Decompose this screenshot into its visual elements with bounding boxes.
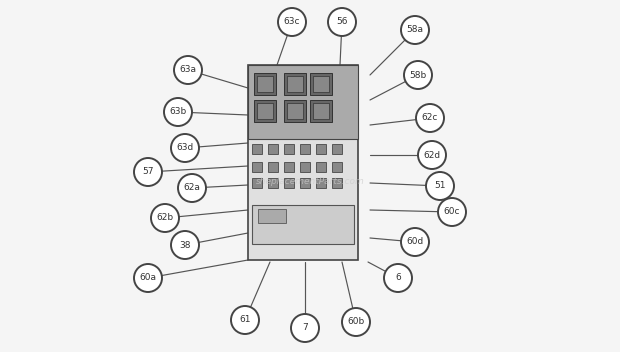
Bar — [248, 65, 358, 139]
Circle shape — [418, 141, 446, 169]
Bar — [316, 162, 326, 172]
Circle shape — [134, 264, 162, 292]
Bar — [300, 162, 310, 172]
Text: 62c: 62c — [422, 113, 438, 122]
Bar — [258, 209, 286, 224]
Bar — [268, 144, 278, 154]
Bar — [300, 144, 310, 154]
Bar — [257, 76, 273, 92]
Text: 63c: 63c — [284, 18, 300, 26]
Bar — [248, 65, 358, 260]
Circle shape — [178, 174, 206, 202]
Bar — [300, 178, 310, 188]
Text: 51: 51 — [434, 182, 446, 190]
Text: 56: 56 — [336, 18, 348, 26]
Circle shape — [174, 56, 202, 84]
Circle shape — [416, 104, 444, 132]
Bar — [268, 162, 278, 172]
Bar — [284, 73, 306, 95]
Circle shape — [401, 228, 429, 256]
Bar — [252, 162, 262, 172]
Circle shape — [164, 98, 192, 126]
Text: 63b: 63b — [169, 107, 187, 117]
Bar — [252, 178, 262, 188]
Text: 63d: 63d — [176, 144, 193, 152]
Bar — [284, 100, 306, 122]
Text: 62d: 62d — [423, 151, 441, 159]
Bar — [284, 162, 294, 172]
Text: 63a: 63a — [180, 65, 197, 75]
Circle shape — [151, 204, 179, 232]
Bar — [257, 103, 273, 119]
Text: 57: 57 — [142, 168, 154, 176]
Circle shape — [401, 16, 429, 44]
Bar — [287, 103, 303, 119]
Bar — [332, 162, 342, 172]
Circle shape — [384, 264, 412, 292]
Text: 60c: 60c — [444, 207, 460, 216]
Bar — [284, 144, 294, 154]
Text: 7: 7 — [302, 323, 308, 333]
Bar — [254, 73, 276, 95]
Text: 58b: 58b — [409, 70, 427, 80]
Circle shape — [342, 308, 370, 336]
Text: sheplacementParts.com: sheplacementParts.com — [255, 177, 365, 187]
Bar — [252, 206, 354, 244]
Bar — [313, 103, 329, 119]
Bar — [310, 73, 332, 95]
Bar — [316, 178, 326, 188]
Circle shape — [426, 172, 454, 200]
Circle shape — [278, 8, 306, 36]
Circle shape — [171, 134, 199, 162]
Circle shape — [134, 158, 162, 186]
Circle shape — [171, 231, 199, 259]
Bar — [252, 144, 262, 154]
Bar — [268, 178, 278, 188]
Text: 38: 38 — [179, 240, 191, 250]
Circle shape — [438, 198, 466, 226]
Bar — [332, 178, 342, 188]
Text: 60b: 60b — [347, 318, 365, 327]
Bar — [254, 100, 276, 122]
Text: 6: 6 — [395, 274, 401, 283]
Bar — [316, 144, 326, 154]
Circle shape — [231, 306, 259, 334]
Text: 62b: 62b — [156, 214, 174, 222]
Bar — [313, 76, 329, 92]
Circle shape — [404, 61, 432, 89]
Text: 62a: 62a — [184, 183, 200, 193]
Text: 61: 61 — [239, 315, 250, 325]
Circle shape — [328, 8, 356, 36]
Bar — [284, 178, 294, 188]
Text: 60d: 60d — [406, 238, 423, 246]
Text: 60a: 60a — [140, 274, 156, 283]
Text: 58a: 58a — [407, 25, 423, 34]
Circle shape — [291, 314, 319, 342]
Bar — [287, 76, 303, 92]
Bar — [332, 144, 342, 154]
Bar — [310, 100, 332, 122]
